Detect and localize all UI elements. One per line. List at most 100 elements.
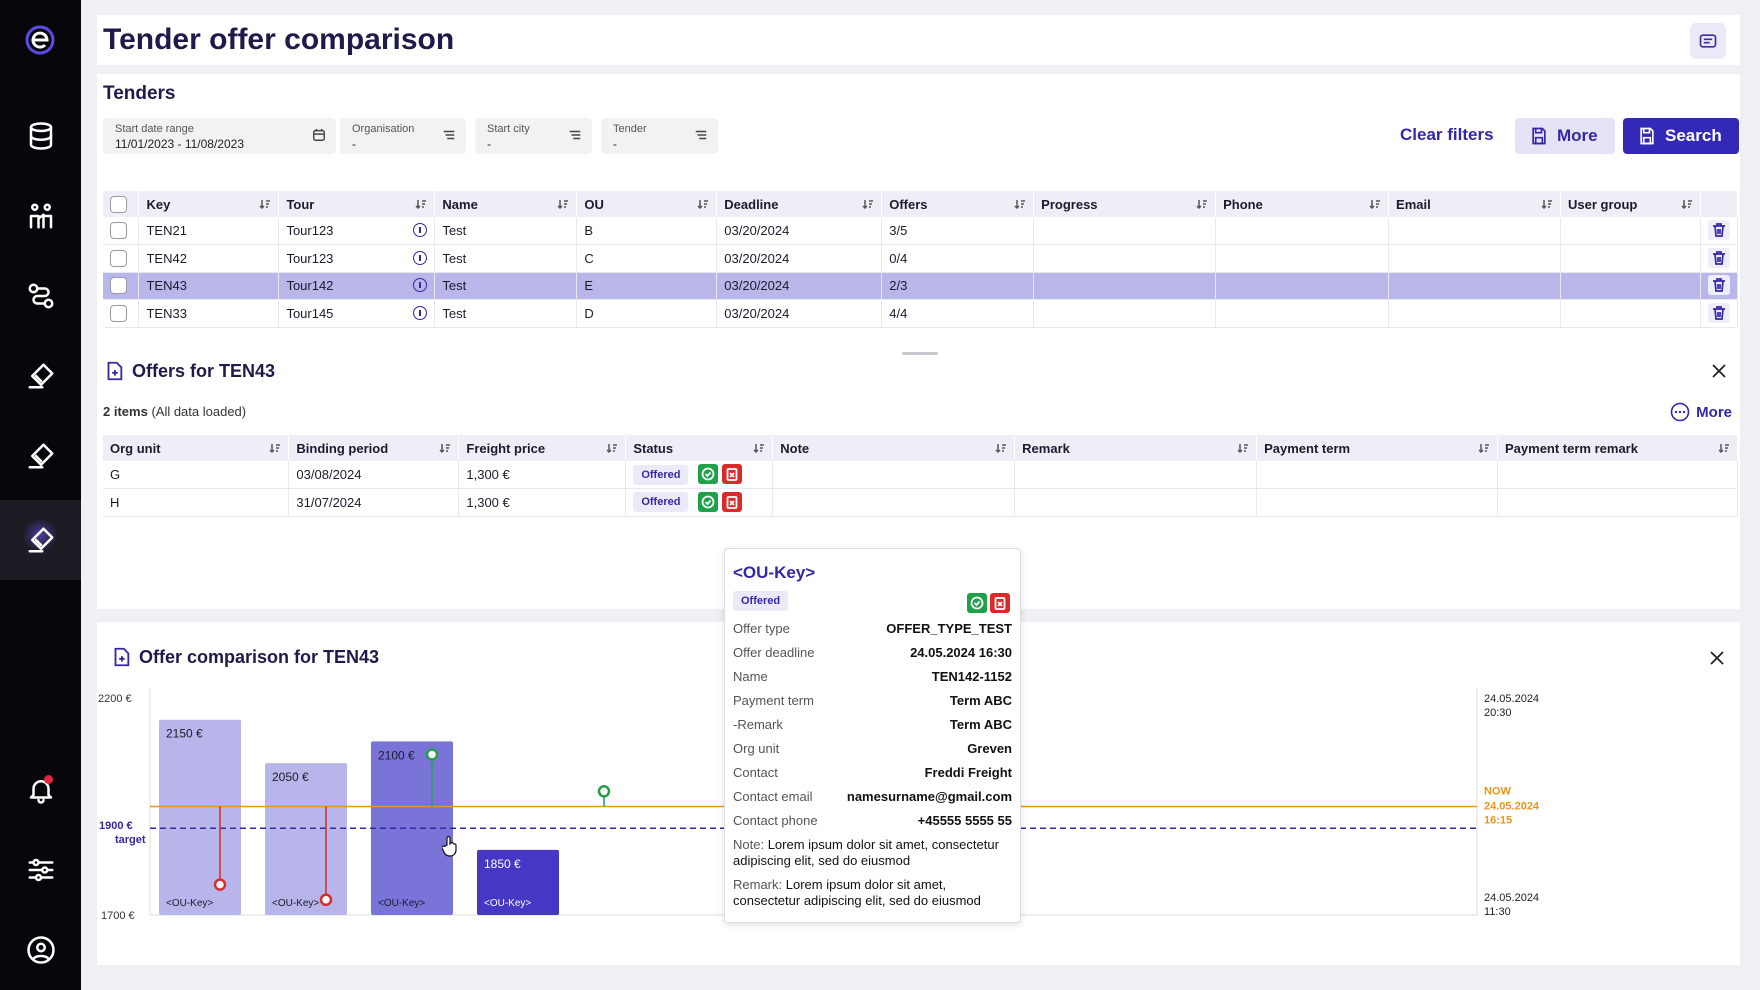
col-name[interactable]: Name	[434, 191, 578, 217]
table-row[interactable]: TEN42 Tour123 Test C 03/20/2024 0/4	[103, 244, 1739, 273]
sort-icon[interactable]	[415, 198, 427, 210]
cell-tour: Tour123	[278, 244, 436, 273]
profile-icon[interactable]	[0, 918, 81, 982]
col-payment-term[interactable]: Payment term	[1256, 435, 1498, 461]
offers-count: 2 items (All data loaded)	[103, 404, 246, 419]
message-button[interactable]	[1690, 23, 1726, 59]
more-button[interactable]: More	[1515, 118, 1615, 154]
col-binding-period[interactable]: Binding period	[288, 435, 460, 461]
col-offers[interactable]: Offers	[881, 191, 1035, 217]
cell-key: TEN42	[138, 244, 280, 273]
gavel-icon[interactable]	[0, 424, 81, 488]
select-all-header[interactable]	[103, 191, 140, 217]
sort-icon[interactable]	[697, 198, 709, 210]
sort-icon[interactable]	[557, 198, 569, 210]
col-email[interactable]: Email	[1388, 191, 1561, 217]
row-checkbox[interactable]	[110, 222, 127, 240]
col-freight-price[interactable]: Freight price	[458, 435, 627, 461]
table-row[interactable]: TEN21 Tour123 Test B 03/20/2024 3/5	[103, 217, 1739, 245]
clear-filters-button[interactable]: Clear filters	[1400, 125, 1494, 144]
sort-icon[interactable]	[1478, 442, 1490, 454]
sort-icon[interactable]	[1014, 198, 1026, 210]
col-deadline[interactable]: Deadline	[716, 191, 883, 217]
col-user-group[interactable]: User group	[1560, 191, 1701, 217]
row-checkbox[interactable]	[110, 277, 127, 295]
info-icon[interactable]	[413, 223, 428, 237]
sort-icon[interactable]	[606, 442, 618, 454]
sort-icon[interactable]	[1541, 198, 1553, 210]
sort-icon[interactable]	[862, 198, 874, 210]
cell-name: Test	[434, 244, 578, 273]
row-select-cell[interactable]	[103, 244, 140, 273]
info-icon[interactable]	[413, 278, 428, 293]
row-select-cell[interactable]	[103, 299, 140, 328]
reject-clipboard-icon	[727, 468, 738, 482]
users-icon[interactable]	[0, 184, 81, 248]
search-button[interactable]: Search	[1623, 118, 1739, 154]
reject-button[interactable]	[722, 464, 743, 485]
route-icon[interactable]	[0, 264, 81, 328]
start-date-filter[interactable]: Start date range 11/01/2023 - 11/08/2023	[103, 118, 336, 154]
table-row[interactable]: H 31/07/2024 1,300 € Offered	[103, 488, 1738, 517]
offers-more-button[interactable]: More	[1670, 402, 1732, 422]
accept-button[interactable]	[967, 593, 987, 613]
table-row-selected[interactable]: TEN43 Tour142 Test E 03/20/2024 2/3	[103, 272, 1739, 300]
settings-sliders-icon[interactable]	[0, 838, 81, 902]
col-org-unit[interactable]: Org unit	[103, 435, 290, 461]
sort-icon[interactable]	[1718, 442, 1730, 454]
col-note[interactable]: Note	[772, 435, 1016, 461]
sort-icon[interactable]	[1237, 442, 1249, 454]
accept-button[interactable]	[698, 492, 719, 513]
tender-filter[interactable]: Tender -	[601, 118, 718, 154]
row-key: Contact email	[733, 789, 813, 804]
col-status[interactable]: Status	[625, 435, 774, 461]
sort-icon[interactable]	[1196, 198, 1208, 210]
start-city-filter[interactable]: Start city -	[475, 118, 592, 154]
sort-icon[interactable]	[1369, 198, 1381, 210]
table-row[interactable]: G 03/08/2024 1,300 € Offered	[103, 461, 1738, 489]
delete-button[interactable]	[1707, 275, 1730, 296]
info-icon[interactable]	[413, 305, 428, 320]
cell-status: Offered	[625, 488, 774, 517]
row-key: Payment term	[733, 693, 814, 708]
database-icon[interactable]	[0, 104, 81, 168]
sort-icon[interactable]	[1681, 198, 1693, 210]
close-comparison-button[interactable]	[1708, 649, 1726, 672]
reject-button[interactable]	[990, 593, 1010, 613]
col-phone[interactable]: Phone	[1215, 191, 1390, 217]
sort-icon[interactable]	[259, 198, 271, 210]
col-key[interactable]: Key	[138, 191, 280, 217]
select-all-checkbox[interactable]	[110, 195, 127, 213]
organisation-filter[interactable]: Organisation -	[340, 118, 466, 154]
chart-bar	[159, 719, 241, 915]
delete-button[interactable]	[1707, 220, 1730, 240]
more-label: More	[1557, 126, 1598, 145]
resize-handle[interactable]	[902, 352, 938, 355]
tender-icon[interactable]	[0, 344, 81, 408]
info-icon[interactable]	[413, 250, 428, 265]
col-remark[interactable]: Remark	[1014, 435, 1258, 461]
delete-button[interactable]	[1707, 302, 1730, 323]
table-row[interactable]: TEN33 Tour145 Test D 03/20/2024 4/4	[103, 299, 1739, 328]
col-payment-term-remark[interactable]: Payment term remark	[1497, 435, 1738, 461]
close-offers-button[interactable]	[1710, 362, 1728, 385]
accept-button[interactable]	[698, 464, 719, 485]
row-checkbox[interactable]	[110, 249, 127, 267]
row-select-cell[interactable]	[103, 217, 140, 245]
sort-icon[interactable]	[753, 442, 765, 454]
row-select-cell[interactable]	[103, 272, 140, 300]
col-ou[interactable]: OU	[576, 191, 718, 217]
col-label: Org unit	[110, 440, 161, 456]
delete-button[interactable]	[1707, 247, 1730, 268]
sort-icon[interactable]	[995, 442, 1007, 454]
reject-button[interactable]	[722, 492, 743, 513]
sort-icon[interactable]	[439, 442, 451, 454]
app-logo-icon[interactable]	[24, 24, 56, 56]
col-tour[interactable]: Tour	[278, 191, 436, 217]
bell-icon[interactable]	[0, 758, 81, 822]
col-progress[interactable]: Progress	[1033, 191, 1217, 217]
offer-comparison-nav-icon[interactable]	[0, 500, 81, 580]
tooltip-note: Note: Lorem ipsum dolor sit amet, consec…	[733, 837, 1012, 869]
row-checkbox[interactable]	[110, 304, 127, 322]
sort-icon[interactable]	[269, 442, 281, 454]
